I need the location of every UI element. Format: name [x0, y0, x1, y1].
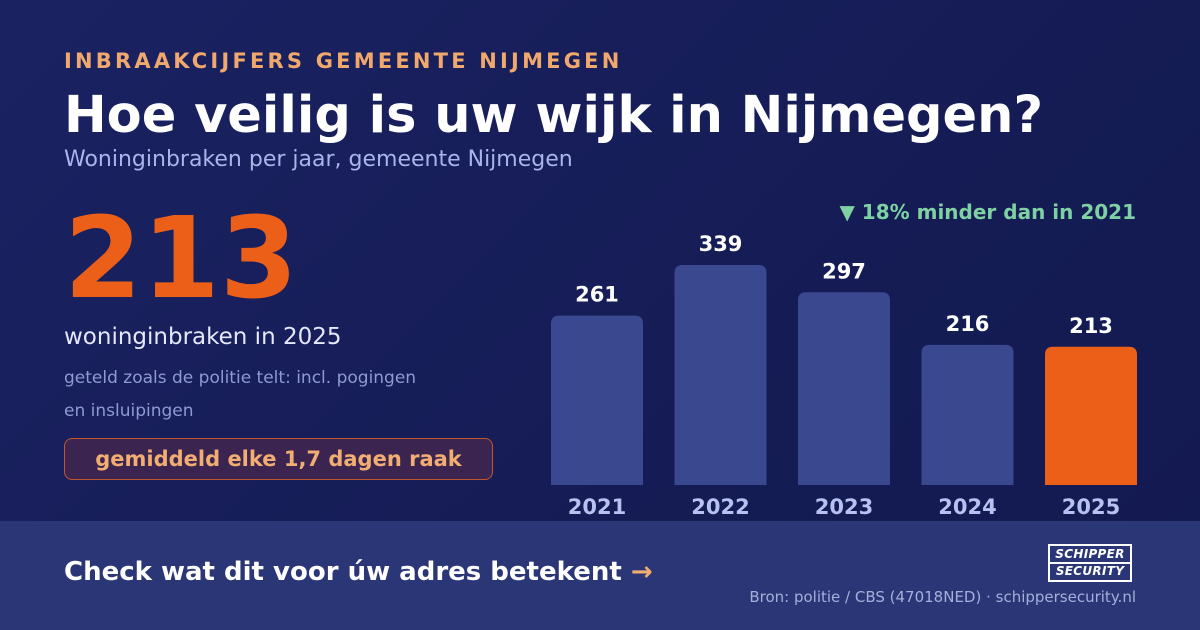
value-label-2023: 297 [822, 259, 866, 283]
source-note: Bron: politie / CBS (47018NED) · schippe… [749, 588, 1136, 606]
cta-link[interactable]: Check wat dit voor úw adres betekent → [64, 557, 653, 587]
eyebrow-label: INBRAAKCIJFERS GEMEENTE NIJMEGEN [64, 49, 623, 73]
cta-text: Check wat dit voor úw adres betekent [64, 557, 622, 587]
category-label-2025: 2025 [1062, 495, 1120, 519]
footer-bar [0, 521, 1200, 630]
category-label-2022: 2022 [691, 495, 749, 519]
frequency-pill: gemiddeld elke 1,7 dagen raak [64, 438, 493, 480]
bar-2022 [674, 265, 767, 485]
bar-2023 [798, 292, 890, 485]
page-subtitle: Woninginbraken per jaar, gemeente Nijmeg… [64, 147, 573, 172]
value-label-2021: 261 [575, 283, 619, 307]
counting-note: geteld zoals de politie telt: incl. pogi… [64, 368, 417, 421]
arrow-right-icon: → [630, 557, 653, 587]
category-label-2023: 2023 [815, 495, 873, 519]
bar-2021 [551, 315, 643, 485]
bar-2024 [921, 344, 1014, 485]
value-label-2022: 339 [699, 232, 743, 256]
value-label-2025: 213 [1069, 314, 1113, 338]
category-label-2024: 2024 [938, 495, 996, 519]
highlight-number: 213 [64, 194, 298, 324]
company-logo: SCHIPPER SECURITY [1048, 544, 1132, 582]
bar-2025 [1045, 346, 1137, 485]
logo-line-2: SECURITY [1055, 564, 1125, 578]
value-label-2024: 216 [946, 312, 990, 336]
logo-line-1: SCHIPPER [1050, 547, 1130, 564]
change-indicator: ▼ 18% minder dan in 2021 [839, 200, 1136, 224]
highlight-caption: woninginbraken in 2025 [64, 324, 342, 350]
page-title: Hoe veilig is uw wijk in Nijmegen? [64, 86, 1044, 145]
category-label-2021: 2021 [568, 495, 626, 519]
